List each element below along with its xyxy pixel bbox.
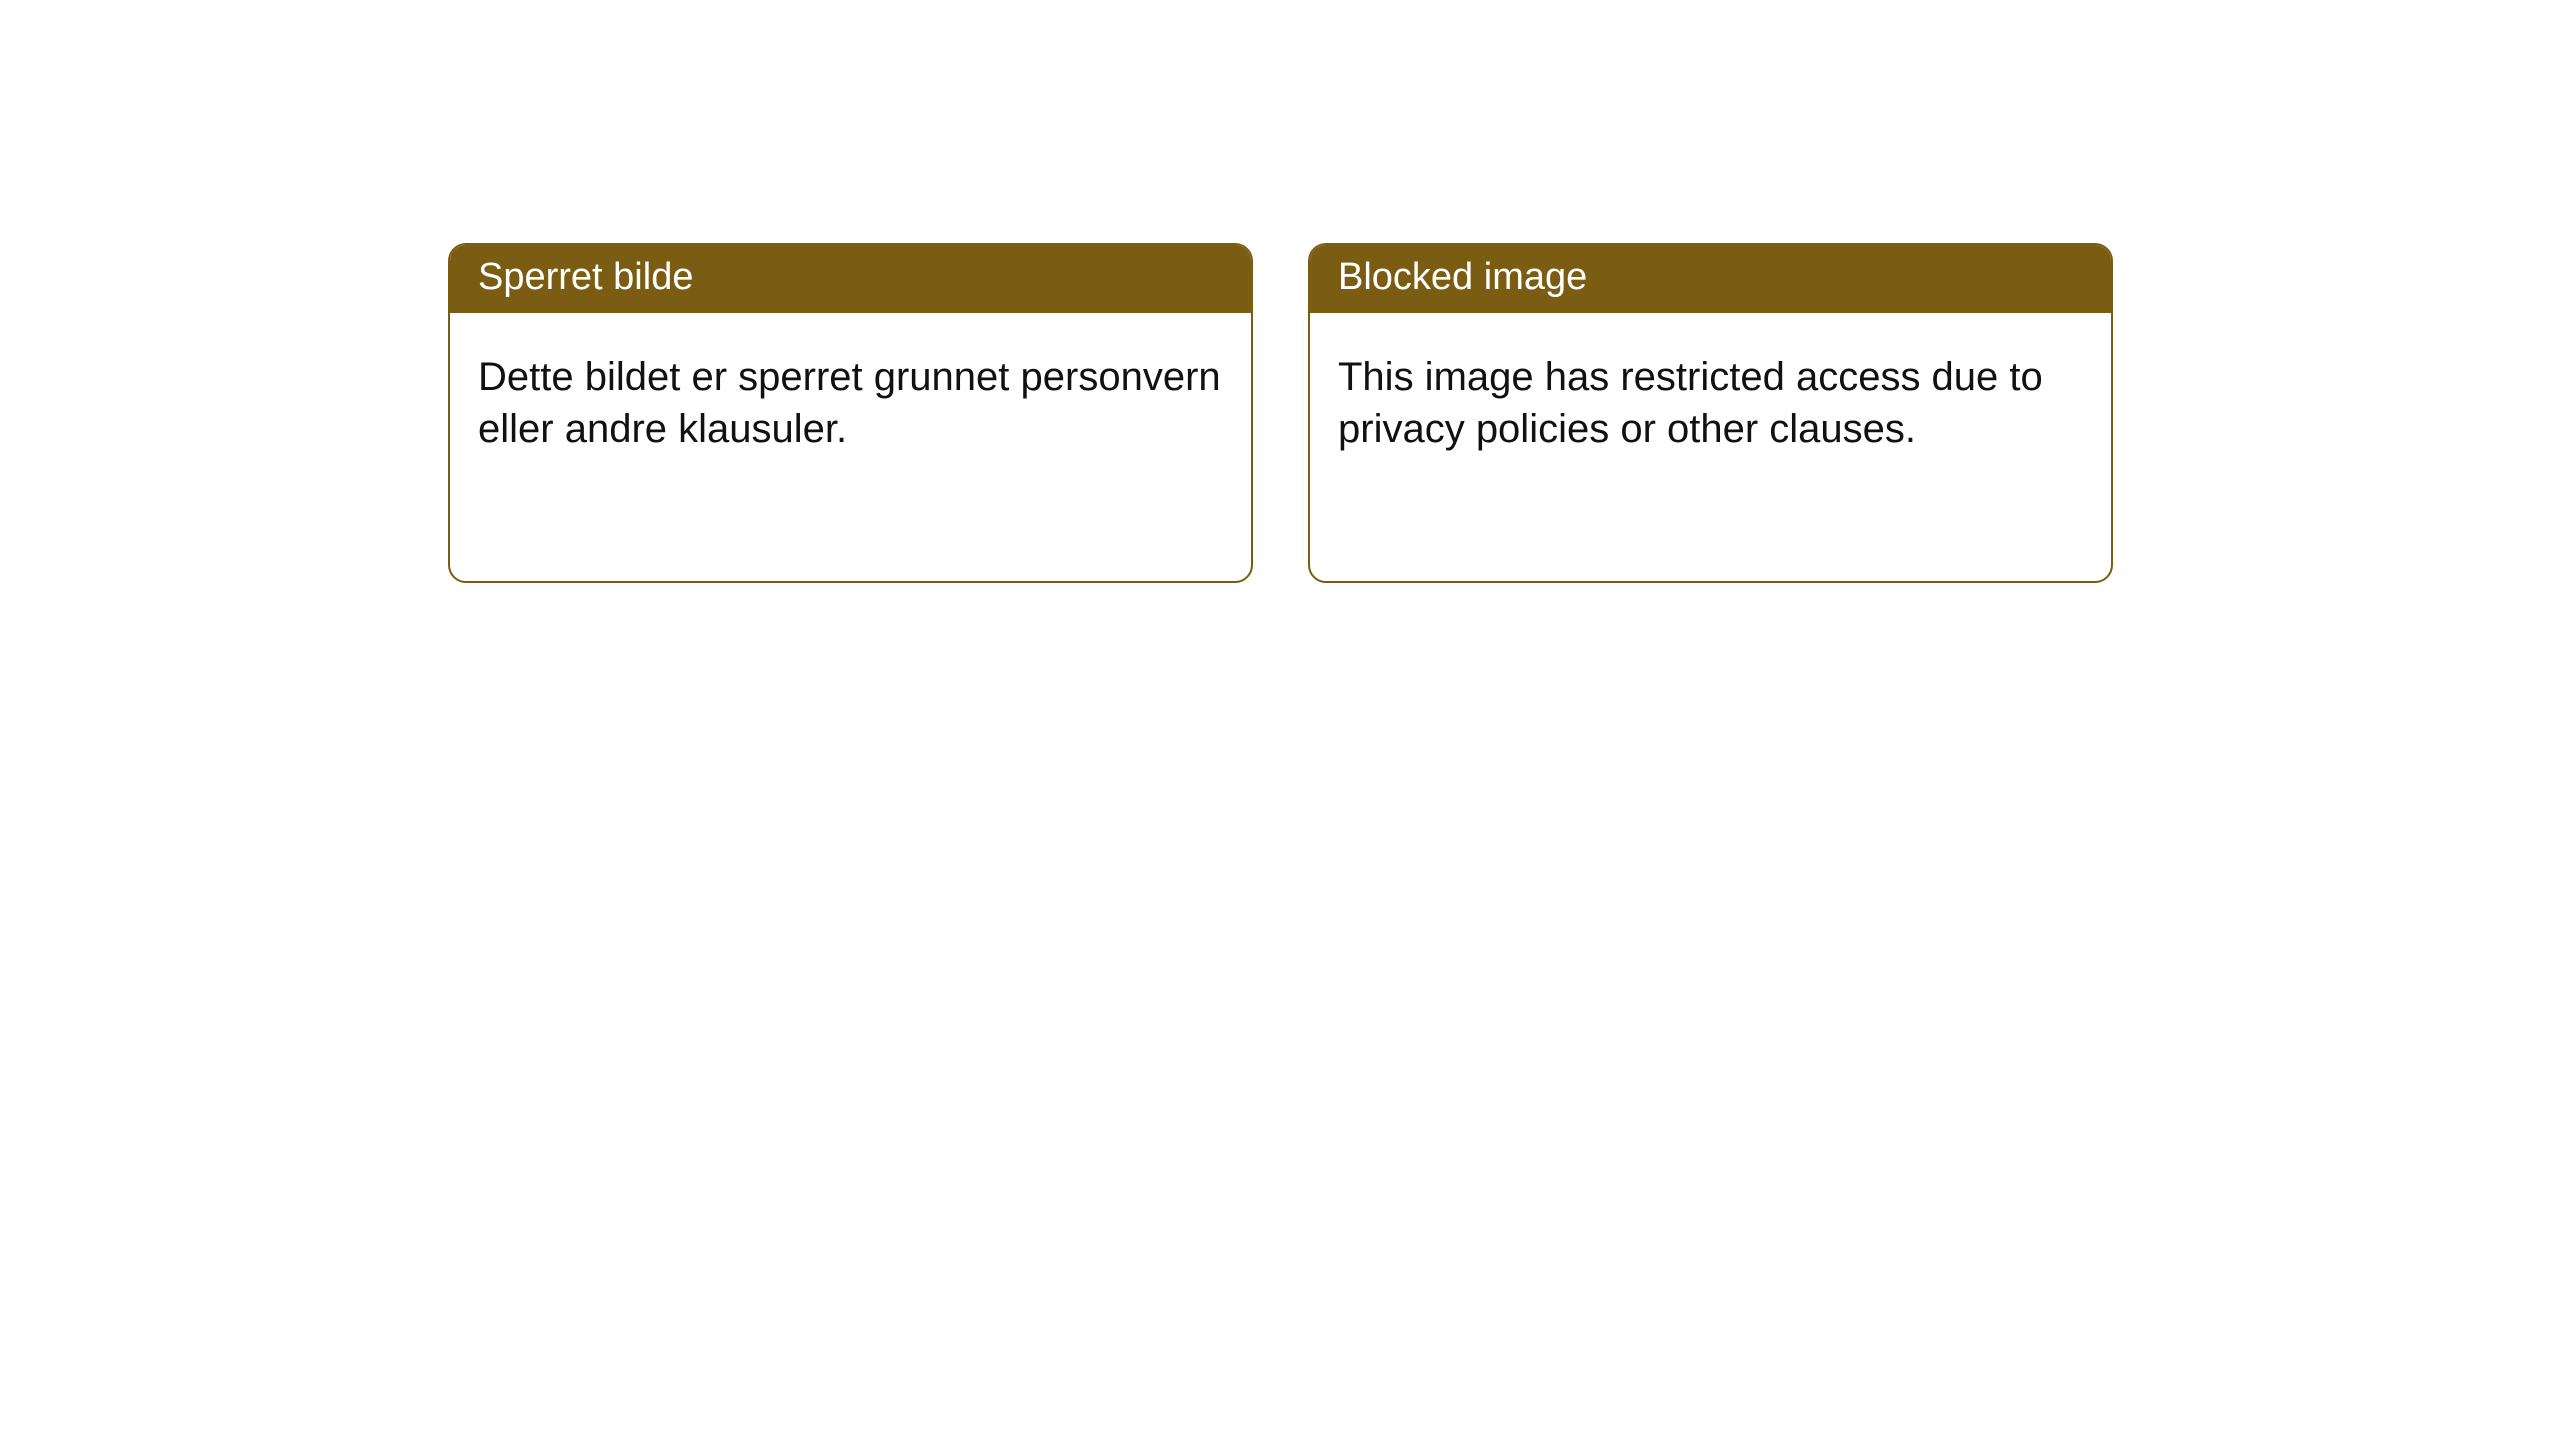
notice-card-en: Blocked image This image has restricted …: [1308, 243, 2113, 583]
notice-cards-row: Sperret bilde Dette bildet er sperret gr…: [448, 243, 2113, 583]
card-body-no: Dette bildet er sperret grunnet personve…: [450, 313, 1251, 493]
notice-card-no: Sperret bilde Dette bildet er sperret gr…: [448, 243, 1253, 583]
card-header-no: Sperret bilde: [450, 245, 1251, 313]
card-body-en: This image has restricted access due to …: [1310, 313, 2111, 493]
card-header-en: Blocked image: [1310, 245, 2111, 313]
